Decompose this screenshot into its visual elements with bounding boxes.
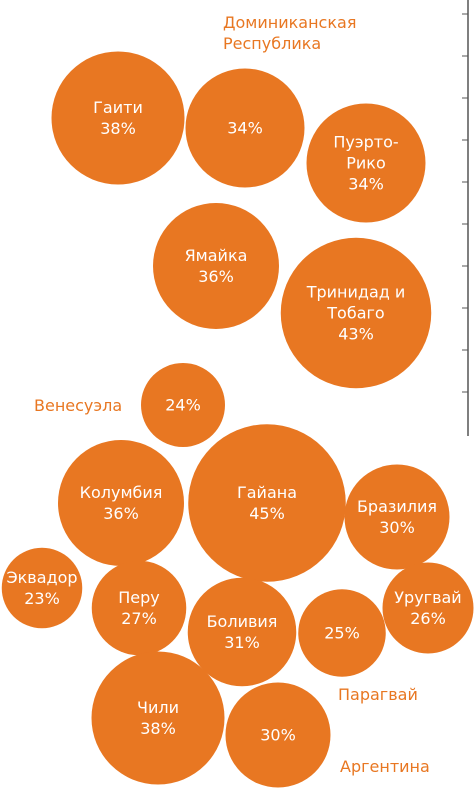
- category-label: Венесуэла: [34, 396, 123, 415]
- bubble-label: Ямайка 36%: [171, 245, 261, 287]
- value-label: 38%: [140, 719, 176, 738]
- bubble: [1, 547, 83, 629]
- bubble-label: Бразилия 30%: [347, 496, 447, 538]
- value-label: 36%: [198, 267, 234, 286]
- category-label: Бразилия: [356, 497, 438, 516]
- bubble-label: Колумбия 36%: [66, 482, 176, 524]
- category-label: Эквадор: [6, 568, 78, 587]
- outside-label: Парагвай: [338, 684, 438, 705]
- category-label: Гаити: [93, 98, 143, 117]
- bubble-label: Тринидад и Тобаго 43%: [301, 282, 411, 345]
- category-label: Боливия: [206, 612, 278, 631]
- outside-label: Аргентина: [340, 756, 450, 777]
- bubble: [188, 424, 346, 582]
- bubble-label: 24%: [143, 395, 223, 416]
- bubble: [187, 577, 297, 687]
- category-label: Пуэрто-Рико: [333, 132, 399, 173]
- category-label: Гайана: [236, 483, 298, 502]
- value-label: 23%: [24, 589, 60, 608]
- value-label: 31%: [224, 633, 260, 652]
- value-label: 27%: [121, 609, 157, 628]
- bubble-label: Гаити 38%: [73, 97, 163, 139]
- bubble: [185, 68, 305, 188]
- category-label: Парагвай: [338, 685, 418, 704]
- bubble: [382, 562, 474, 654]
- bubble: [153, 203, 279, 329]
- value-label: 34%: [227, 118, 263, 138]
- outside-label: Доминиканская Республика: [223, 12, 363, 54]
- bubble-label: 34%: [200, 118, 290, 139]
- bubble: [51, 51, 185, 185]
- value-label: 30%: [379, 518, 415, 537]
- category-label: Тринидад и Тобаго: [306, 282, 406, 323]
- bubble-label: Боливия 31%: [192, 611, 292, 653]
- value-label: 43%: [338, 324, 374, 344]
- value-label: 36%: [103, 504, 139, 523]
- value-label: 34%: [348, 174, 384, 194]
- bubble: [141, 363, 225, 447]
- value-label: 45%: [249, 504, 285, 523]
- outside-label: Венесуэла: [34, 395, 134, 416]
- value-label: 38%: [100, 119, 136, 138]
- bubble: [225, 682, 331, 788]
- bubble: [91, 560, 187, 656]
- bubble: [306, 103, 426, 223]
- bubble: [58, 440, 184, 566]
- category-label: Аргентина: [340, 757, 430, 776]
- value-label: 26%: [410, 609, 446, 628]
- category-label: Перу: [118, 588, 160, 607]
- bubble-label: Гайана 45%: [212, 482, 322, 524]
- bubble-label: Эквадор 23%: [2, 567, 82, 609]
- bubble-label: Перу 27%: [99, 587, 179, 629]
- bubble-label: 25%: [302, 623, 382, 644]
- category-label: Доминиканская Республика: [223, 13, 357, 53]
- bubble-label: Уругвай 26%: [388, 587, 468, 629]
- value-label: 30%: [260, 725, 296, 745]
- value-label: 24%: [165, 395, 201, 415]
- category-label: Уругвай: [394, 588, 462, 607]
- bubble: [298, 589, 386, 677]
- category-label: Ямайка: [184, 246, 248, 265]
- value-label: 25%: [324, 623, 360, 643]
- category-label: Чили: [137, 698, 179, 717]
- bubble-label: 30%: [238, 725, 318, 746]
- bubble: [344, 464, 450, 570]
- bubble: [280, 237, 432, 389]
- bubble-label: Пуэрто-Рико 34%: [331, 132, 401, 195]
- bubble: [91, 651, 225, 785]
- bubble-label: Чили 38%: [118, 697, 198, 739]
- category-label: Колумбия: [79, 483, 163, 502]
